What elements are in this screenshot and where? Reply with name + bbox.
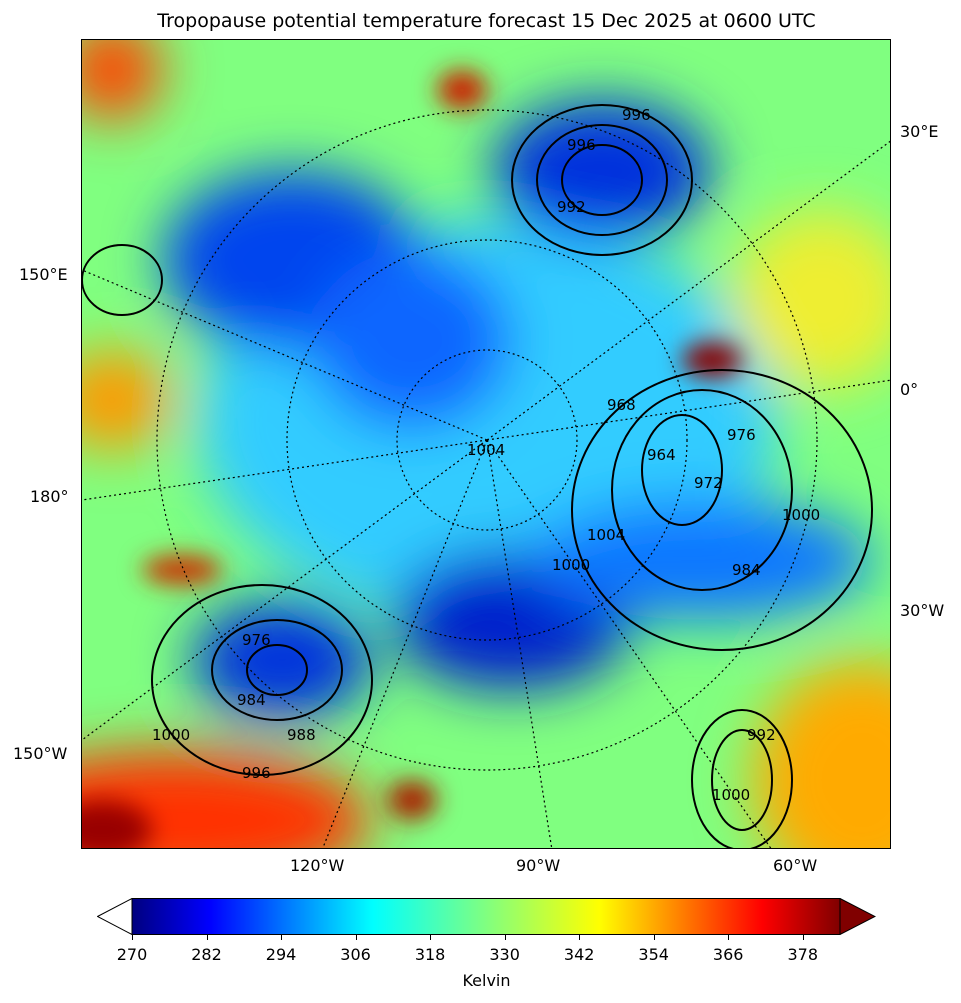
colorbar-tick-label: 294: [265, 945, 297, 964]
lon-label: 0°: [900, 380, 919, 399]
colorbar-label: Kelvin: [462, 971, 511, 990]
contour-label: 984: [237, 691, 266, 709]
pressure-contours: [82, 104, 873, 848]
lon-label: 30°W: [900, 601, 945, 620]
colorbar-tick-mark: [504, 934, 506, 940]
lon-label: 120°W: [290, 856, 345, 875]
contour-label: 984: [732, 561, 761, 579]
colorbar-tick-mark: [132, 934, 133, 940]
colorbar-tick-mark: [728, 934, 730, 940]
contour-label: 1000: [552, 556, 590, 574]
colorbar-gradient: [131, 898, 841, 935]
colorbar-tick-label: 318: [414, 945, 446, 964]
colorbar-tick-mark: [206, 934, 208, 940]
lon-label: 30°E: [900, 122, 939, 141]
colorbar-under-extension: [97, 898, 133, 935]
colorbar: [97, 898, 876, 935]
contour-label: 976: [727, 426, 756, 444]
lon-label: 150°E: [19, 265, 68, 284]
contour-label: 964: [647, 446, 676, 464]
colorbar-tick-mark: [430, 934, 432, 940]
contour-label: 1004: [467, 441, 505, 459]
colorbar-over-extension: [839, 898, 876, 935]
colorbar-tick-label: 342: [563, 945, 595, 964]
map-field: 1004 996 992 1000 976 984 988 996 1000 9…: [82, 40, 890, 848]
lon-label: 180°: [30, 487, 69, 506]
colorbar-tick-label: 354: [638, 945, 669, 964]
map-title: Tropopause potential temperature forecas…: [157, 10, 816, 32]
colorbar-tick-label: 270: [116, 945, 148, 964]
lon-label: 90°W: [516, 856, 561, 875]
contour-label: 988: [287, 726, 316, 744]
contour-label: 996: [242, 764, 271, 782]
colorbar-tick-label: 306: [340, 945, 371, 964]
colorbar-tick-label: 366: [712, 945, 744, 964]
contour-label: 1000: [782, 506, 820, 524]
contour-label: 972: [694, 474, 723, 492]
colorbar-tick-mark: [802, 934, 804, 940]
lon-label: 60°W: [773, 856, 818, 875]
lon-label: 150°W: [13, 744, 68, 763]
contour-label: 1004: [587, 526, 625, 544]
colorbar-tick-label: 330: [489, 945, 520, 964]
colorbar-tick-mark: [579, 934, 581, 940]
contour-label: 992: [747, 726, 776, 744]
colorbar-tick-label: 378: [787, 945, 819, 964]
colorbar-tick-mark: [653, 934, 655, 940]
tropopause-theta-map: 1004 996 992 1000 976 984 988 996 1000 9…: [81, 39, 891, 849]
contour-label: 1000: [152, 726, 190, 744]
contour-label: 976: [242, 631, 271, 649]
contour-label: 968: [607, 396, 636, 414]
contour-label: 996: [622, 106, 651, 124]
contour-label: 1000: [712, 786, 750, 804]
contour-label: 996: [567, 136, 596, 154]
colorbar-tick-label: 282: [191, 945, 222, 964]
colorbar-tick-mark: [355, 934, 357, 940]
colorbar-tick-mark: [281, 934, 283, 940]
contour-label: 992: [557, 198, 586, 216]
